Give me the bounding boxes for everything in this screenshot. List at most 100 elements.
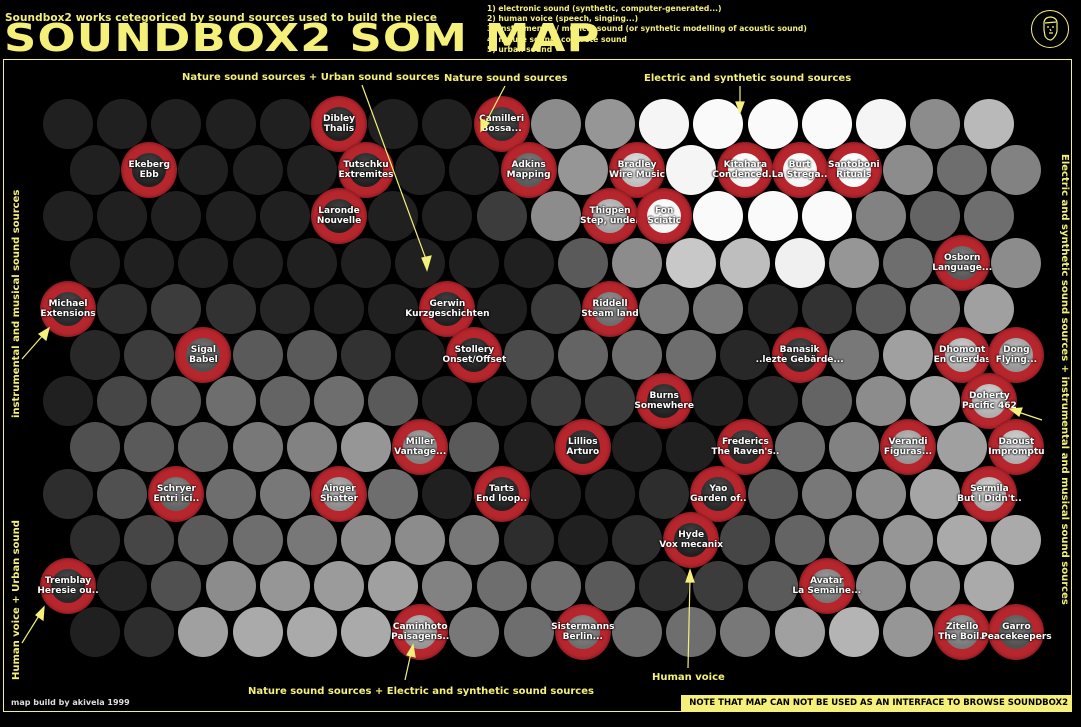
legend-item: 5) urban sound	[487, 44, 553, 54]
work-title: Shatter	[319, 493, 359, 504]
som-node	[910, 283, 961, 334]
som-node	[612, 607, 662, 658]
som-node	[178, 145, 229, 196]
som-node	[964, 561, 1015, 611]
som-node	[503, 607, 554, 658]
work-title: Figuras...	[883, 447, 933, 458]
work-marker	[663, 511, 720, 568]
som-node	[70, 422, 120, 473]
work-marker-center	[972, 476, 1007, 511]
som-node	[585, 468, 635, 519]
som-node	[856, 376, 906, 427]
work-marker-center	[403, 615, 438, 650]
som-node	[585, 561, 635, 611]
som-node	[774, 514, 825, 565]
work-title: Condenced...	[712, 170, 779, 181]
work-title: Wire Music	[609, 170, 665, 181]
work-marker	[446, 327, 503, 383]
work-title: La Semaine...	[792, 586, 862, 596]
som-node	[97, 468, 148, 519]
som-node	[937, 422, 988, 473]
som-node	[503, 330, 554, 380]
work-title: Flying...	[995, 355, 1038, 365]
som-node	[747, 191, 798, 242]
som-node	[151, 191, 202, 242]
work-marker-center	[403, 430, 438, 465]
work-marker-center	[51, 569, 85, 603]
work-marker-center	[132, 153, 167, 188]
work-marker-center	[511, 153, 546, 188]
work-label: Gerwin Kurzgeschichten	[392, 299, 502, 319]
work-marker-center	[593, 199, 627, 234]
work-label: Sistermanns Berlin...	[528, 622, 638, 642]
work-composer: Gerwin	[429, 298, 466, 309]
work-title: Vox mecanix	[659, 539, 724, 550]
som-node	[205, 99, 256, 149]
work-composer: Riddell	[592, 298, 628, 309]
som-node	[693, 561, 744, 611]
work-title: But I Didn't..	[957, 493, 1022, 504]
work-label: Santoboni Rituals	[799, 160, 909, 180]
som-node	[286, 330, 337, 380]
som-node	[503, 514, 554, 565]
som-node	[503, 422, 554, 473]
som-node	[449, 607, 500, 658]
work-title: Babel	[189, 355, 218, 365]
work-composer: Tarts	[489, 483, 515, 494]
som-node	[232, 514, 283, 565]
page-title: SOUNDBOX2 SOM MAP	[4, 16, 601, 60]
work-composer: Dhomont	[939, 345, 986, 355]
som-node	[910, 561, 961, 611]
work-marker-center	[322, 476, 356, 511]
work-label: Banasik ..lezte Gebärde...	[745, 345, 855, 365]
work-marker-center	[782, 153, 817, 188]
work-title: Mapping	[506, 170, 551, 181]
som-node	[693, 283, 744, 334]
work-marker-center	[945, 338, 980, 372]
som-node	[883, 514, 933, 565]
som-node	[43, 468, 93, 519]
work-label: Daoust Impromptu	[961, 437, 1071, 457]
work-title: Peacekeepers	[981, 632, 1052, 643]
work-title: Extremites	[338, 170, 394, 181]
som-node	[124, 514, 175, 565]
som-node	[910, 191, 961, 242]
work-marker-center	[782, 338, 817, 372]
som-node	[178, 422, 229, 473]
work-title: Language...	[932, 262, 993, 273]
work-composer: Kitahara	[723, 160, 768, 171]
work-label: Riddell Steam land	[555, 299, 665, 319]
som-node	[774, 607, 825, 658]
som-node	[259, 561, 310, 611]
som-node	[530, 191, 581, 242]
som-node	[232, 422, 283, 473]
som-node	[259, 99, 310, 149]
work-marker-center	[51, 291, 85, 326]
work-title: Steam land	[581, 308, 639, 319]
work-composer: Sigal	[190, 345, 216, 355]
legend-item: 3) instrumental / musical sound (or synt…	[487, 24, 807, 34]
som-node	[991, 145, 1042, 196]
som-node	[720, 330, 771, 380]
work-label: Michael Extensions	[13, 299, 123, 319]
som-node	[341, 514, 391, 565]
som-node	[585, 99, 635, 149]
som-node	[964, 191, 1015, 242]
som-node	[828, 607, 879, 658]
som-node	[286, 237, 337, 288]
annotation-top-nature: Nature sound sources	[444, 73, 568, 84]
work-marker-center	[674, 522, 709, 557]
work-title: End loop..	[476, 493, 528, 504]
work-marker	[771, 327, 828, 383]
work-composer: Laronde	[318, 206, 360, 217]
work-label: Zitello The Boil..	[907, 622, 1017, 642]
work-marker-center	[593, 291, 627, 326]
som-node	[503, 237, 554, 288]
som-node	[232, 607, 283, 658]
work-label: Ekeberg Ebb	[94, 160, 204, 180]
som-node	[205, 468, 256, 519]
som-node	[341, 237, 391, 288]
work-marker	[311, 465, 367, 522]
work-label: Hyde Vox mecanix	[636, 530, 746, 550]
som-node	[286, 607, 337, 658]
